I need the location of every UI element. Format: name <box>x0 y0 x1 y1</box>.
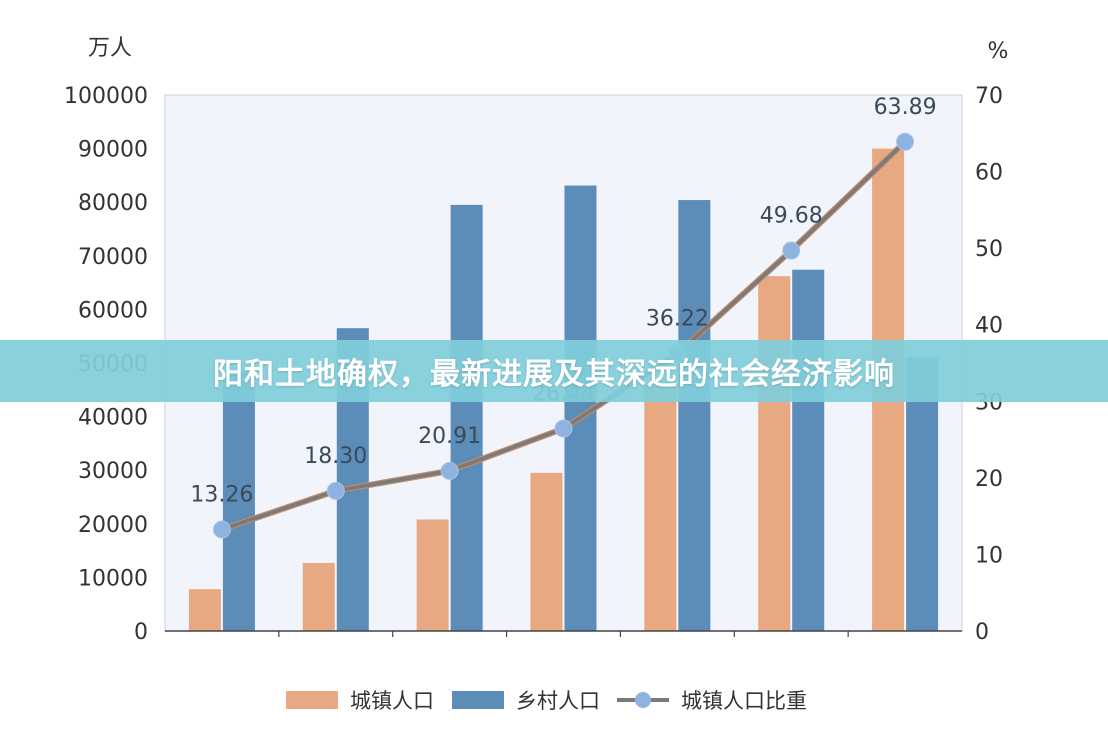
right-tick-label: 0 <box>975 620 989 645</box>
left-tick-label: 100000 <box>64 84 148 109</box>
bar-urban <box>302 562 335 631</box>
ratio-data-label: 18.30 <box>304 444 367 469</box>
ratio-point <box>212 520 231 539</box>
right-tick-label: 40 <box>975 314 1003 339</box>
legend-label-rural: 乡村人口 <box>516 689 600 713</box>
ratio-data-label: 63.89 <box>874 95 937 120</box>
left-axis-unit: 万人 <box>88 36 132 61</box>
bar-rural <box>906 357 939 631</box>
bar-urban <box>188 589 221 631</box>
left-tick-label: 70000 <box>78 245 148 270</box>
legend-swatch-rural <box>452 691 504 709</box>
banner-title: 阳和土地确权，最新进展及其深远的社会经济影响 <box>213 357 895 392</box>
bars <box>188 148 939 632</box>
left-tick-label: 10000 <box>78 566 148 591</box>
ratio-data-label: 13.26 <box>190 482 253 507</box>
ratio-point <box>326 481 345 500</box>
title-banner: 阳和土地确权，最新进展及其深远的社会经济影响 <box>0 340 1108 402</box>
legend: 城镇人口 乡村人口 城镇人口比重 <box>286 689 807 713</box>
left-tick-label: 80000 <box>78 191 148 216</box>
legend-label-ratio: 城镇人口比重 <box>681 689 807 713</box>
legend-swatch-urban <box>286 691 338 709</box>
bar-urban <box>416 519 449 631</box>
ratio-point <box>554 419 573 438</box>
bar-rural <box>678 200 711 631</box>
ratio-point <box>440 461 459 480</box>
left-tick-label: 30000 <box>78 459 148 484</box>
right-tick-label: 60 <box>975 161 1003 186</box>
left-tick-label: 20000 <box>78 513 148 538</box>
right-tick-label: 20 <box>975 467 1003 492</box>
ratio-line <box>212 132 915 539</box>
bar-rural <box>450 204 483 631</box>
ratio-point <box>782 241 801 260</box>
right-axis-unit: % <box>988 39 1009 64</box>
x-axis-ticks <box>278 631 849 637</box>
bar-urban <box>644 384 677 631</box>
right-tick-label: 10 <box>975 543 1003 568</box>
left-tick-label: 0 <box>134 620 148 645</box>
right-tick-label: 50 <box>975 237 1003 262</box>
bar-rural <box>222 371 255 631</box>
ratio-data-label: 20.91 <box>418 424 481 449</box>
left-tick-label: 60000 <box>78 298 148 323</box>
bar-rural <box>792 269 825 631</box>
left-tick-label: 40000 <box>78 406 148 431</box>
bar-urban <box>758 276 791 631</box>
ratio-data-label: 49.68 <box>760 204 823 229</box>
right-tick-label: 70 <box>975 84 1003 109</box>
ratio-point <box>896 132 915 151</box>
bar-urban <box>530 472 563 631</box>
left-tick-label: 90000 <box>78 138 148 163</box>
legend-marker-ratio <box>635 692 651 708</box>
legend-label-urban: 城镇人口 <box>350 689 434 713</box>
ratio-data-label: 36.22 <box>646 307 709 332</box>
